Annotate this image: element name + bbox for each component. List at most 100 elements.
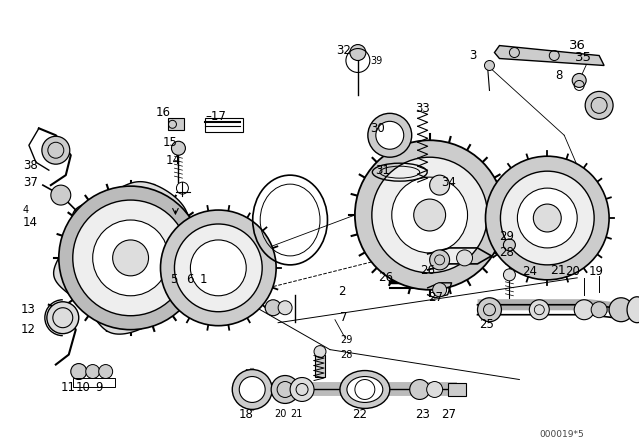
Bar xyxy=(447,383,465,396)
Circle shape xyxy=(413,199,445,231)
Circle shape xyxy=(86,365,100,379)
Text: 35: 35 xyxy=(575,51,592,64)
Text: 29: 29 xyxy=(499,230,515,243)
Text: 30: 30 xyxy=(370,122,385,135)
Circle shape xyxy=(99,365,113,379)
Circle shape xyxy=(73,200,188,316)
Text: 27: 27 xyxy=(442,408,456,421)
Circle shape xyxy=(239,376,265,402)
Text: 37: 37 xyxy=(23,176,38,189)
Circle shape xyxy=(271,375,299,404)
Text: 10: 10 xyxy=(76,381,91,394)
Circle shape xyxy=(429,175,449,195)
Circle shape xyxy=(591,302,607,318)
Circle shape xyxy=(290,378,314,401)
Text: 11: 11 xyxy=(61,381,76,394)
Circle shape xyxy=(161,210,276,326)
Circle shape xyxy=(232,370,272,409)
Circle shape xyxy=(500,171,594,265)
Circle shape xyxy=(504,239,515,251)
Text: 5: 5 xyxy=(170,273,178,286)
Text: 25: 25 xyxy=(479,318,494,331)
Text: 16: 16 xyxy=(156,106,170,119)
Text: 28: 28 xyxy=(340,349,352,360)
Circle shape xyxy=(113,240,148,276)
Bar xyxy=(315,355,325,376)
Text: 7: 7 xyxy=(340,311,348,324)
Text: 12: 12 xyxy=(21,323,36,336)
Text: 4: 4 xyxy=(23,205,29,215)
Text: 38: 38 xyxy=(23,159,38,172)
Text: 18: 18 xyxy=(238,408,253,421)
Text: 36: 36 xyxy=(569,39,586,52)
Circle shape xyxy=(484,60,495,70)
Ellipse shape xyxy=(627,297,640,323)
Circle shape xyxy=(517,188,577,248)
Text: 20: 20 xyxy=(565,265,580,278)
Circle shape xyxy=(585,91,613,119)
Text: 6: 6 xyxy=(186,273,194,286)
Text: 000019*5: 000019*5 xyxy=(540,430,584,439)
Circle shape xyxy=(42,136,70,164)
Bar xyxy=(73,378,115,388)
Circle shape xyxy=(410,379,429,400)
Text: 14: 14 xyxy=(23,215,38,228)
Circle shape xyxy=(175,224,262,312)
Text: 33: 33 xyxy=(415,102,429,115)
Text: 8: 8 xyxy=(556,69,563,82)
Text: 23: 23 xyxy=(415,408,429,421)
Circle shape xyxy=(372,157,488,273)
Circle shape xyxy=(504,269,515,281)
Circle shape xyxy=(572,73,586,87)
Circle shape xyxy=(477,298,501,322)
Polygon shape xyxy=(54,181,207,334)
Text: 27: 27 xyxy=(428,291,443,304)
Circle shape xyxy=(368,113,412,157)
Text: 14: 14 xyxy=(166,154,180,167)
Circle shape xyxy=(433,283,447,297)
Circle shape xyxy=(278,301,292,314)
Circle shape xyxy=(486,156,609,280)
Text: 24: 24 xyxy=(522,265,538,278)
Bar xyxy=(205,118,243,132)
Text: 2: 2 xyxy=(338,285,346,298)
Polygon shape xyxy=(495,46,604,65)
Text: 3: 3 xyxy=(470,49,477,62)
Text: 39: 39 xyxy=(370,56,382,65)
Text: 13: 13 xyxy=(21,303,36,316)
Ellipse shape xyxy=(347,376,383,402)
Circle shape xyxy=(71,364,87,379)
Text: 26: 26 xyxy=(378,271,393,284)
Circle shape xyxy=(314,345,326,358)
Text: 20: 20 xyxy=(274,409,287,419)
Bar xyxy=(168,118,184,130)
Circle shape xyxy=(533,204,561,232)
Circle shape xyxy=(427,382,443,397)
Circle shape xyxy=(376,121,404,149)
Text: 31: 31 xyxy=(375,164,390,177)
Circle shape xyxy=(59,186,202,330)
Text: 29: 29 xyxy=(340,335,352,345)
Text: 21: 21 xyxy=(290,409,303,419)
Text: 9: 9 xyxy=(96,381,103,394)
Circle shape xyxy=(574,300,594,320)
Text: 19: 19 xyxy=(589,265,604,278)
Text: 1: 1 xyxy=(200,273,207,286)
Text: 28: 28 xyxy=(499,246,515,259)
Circle shape xyxy=(265,300,281,316)
Circle shape xyxy=(355,140,504,290)
Circle shape xyxy=(392,177,468,253)
Text: –17: –17 xyxy=(205,110,226,123)
Circle shape xyxy=(191,240,246,296)
Ellipse shape xyxy=(340,370,390,409)
Text: 26: 26 xyxy=(420,264,435,277)
Circle shape xyxy=(429,250,449,270)
Circle shape xyxy=(47,302,79,334)
Circle shape xyxy=(456,250,472,266)
Text: 22: 22 xyxy=(352,408,367,421)
Circle shape xyxy=(350,44,366,60)
Text: 34: 34 xyxy=(442,176,456,189)
Circle shape xyxy=(93,220,168,296)
Text: 32: 32 xyxy=(336,44,351,57)
Circle shape xyxy=(172,141,186,155)
